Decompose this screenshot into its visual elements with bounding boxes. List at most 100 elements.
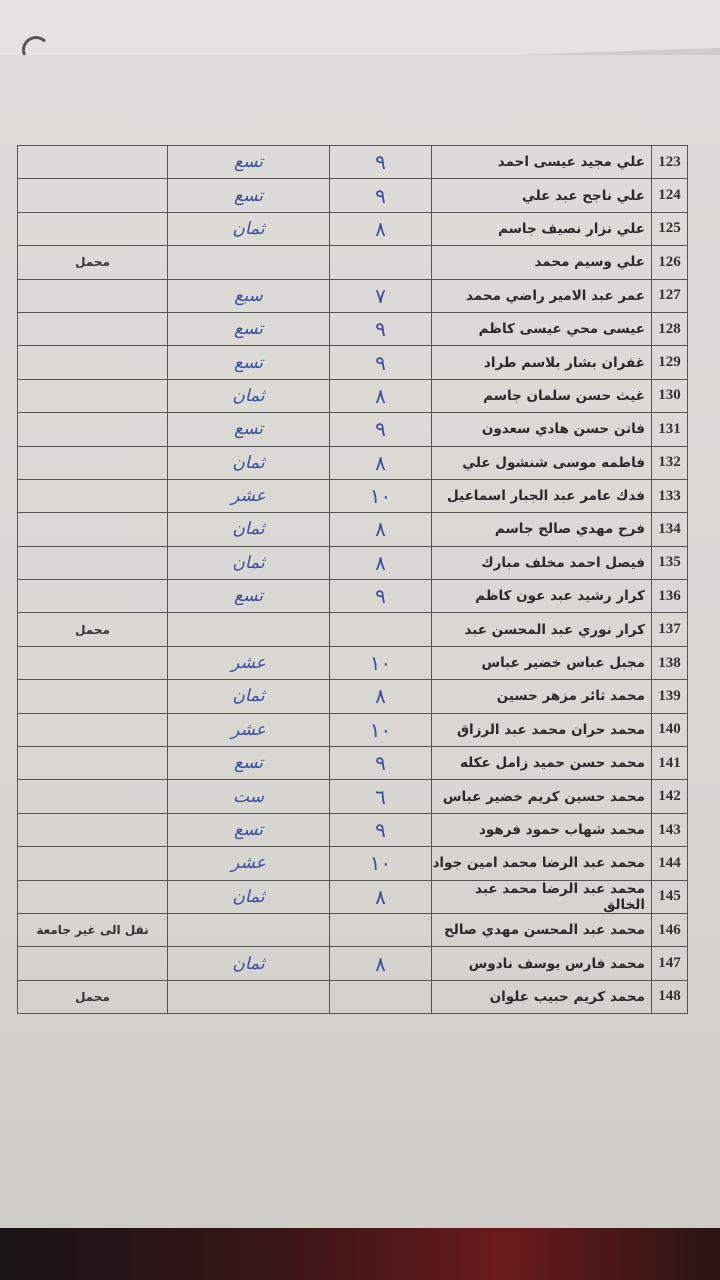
row-number: 147 — [651, 946, 688, 981]
grade-word: تسع — [167, 812, 330, 848]
table-row: 127 عمر عبد الامير راضي محمد ٧ سبع — [17, 278, 688, 313]
note: محمل — [17, 979, 168, 1015]
row-number: 139 — [651, 679, 688, 714]
row-number: 132 — [651, 445, 688, 480]
grade-word: تسع — [167, 345, 330, 380]
grade-digit: ٩ — [329, 579, 432, 614]
grade-digit — [329, 979, 432, 1015]
background-fabric — [0, 1228, 720, 1280]
row-number: 142 — [651, 779, 688, 814]
grade-digit: ٩ — [329, 412, 432, 447]
student-name: محمد عبد المحسن مهدي صالح — [431, 912, 652, 948]
table-row: 126 علي وسيم محمد محمل — [17, 245, 688, 280]
row-number: 124 — [651, 178, 688, 213]
note: نقل الى غير جامعة — [17, 912, 168, 948]
table-row: 136 كرار رشيد عبد عون كاظم ٩ تسع — [17, 579, 688, 614]
grade-word: تسع — [167, 746, 330, 781]
grade-word: تسع — [167, 144, 330, 180]
grade-digit: ٨ — [329, 512, 432, 547]
row-number: 129 — [651, 345, 688, 380]
grade-digit: ٩ — [329, 178, 432, 213]
table-row: 142 محمد حسين كريم خضير عباس ٦ ست — [17, 779, 688, 814]
student-name: محمد حران محمد عبد الرزاق — [431, 712, 652, 748]
row-number: 137 — [651, 612, 688, 647]
table-row: 141 محمد حسن حميد زامل عكله ٩ تسع — [17, 746, 688, 781]
table-row: 124 علي ناجح عبد علي ٩ تسع — [17, 178, 688, 213]
grade-word: ثمان — [167, 545, 330, 581]
note — [17, 178, 168, 213]
table-row: 147 محمد فارس يوسف نادوس ٨ ثمان — [17, 946, 688, 981]
grade-word: عشر — [167, 645, 330, 681]
student-name: كرار رشيد عبد عون كاظم — [431, 579, 652, 614]
grade-digit: ٩ — [329, 144, 432, 180]
student-name: محمد عبد الرضا محمد امين جواد — [431, 846, 652, 881]
table-row: 144 محمد عبد الرضا محمد امين جواد ١٠ عشر — [17, 846, 688, 881]
note — [17, 445, 168, 480]
row-number: 144 — [651, 846, 688, 881]
note: محمل — [17, 245, 168, 280]
student-name: محمد عبد الرضا محمد عبد الخالق — [431, 879, 652, 914]
grade-digit: ٨ — [329, 879, 432, 914]
note — [17, 278, 168, 313]
grade-digit: ٨ — [329, 946, 432, 981]
row-number: 128 — [651, 311, 688, 347]
note — [17, 812, 168, 848]
row-number: 146 — [651, 912, 688, 948]
grade-word: تسع — [167, 579, 330, 614]
note — [17, 579, 168, 614]
grade-word: سبع — [167, 278, 330, 313]
grade-digit: ٩ — [329, 345, 432, 380]
grade-word — [167, 979, 330, 1015]
row-number: 127 — [651, 278, 688, 313]
student-name: غيث حسن سلمان جاسم — [431, 378, 652, 414]
student-name: فرح مهدي صالح جاسم — [431, 512, 652, 547]
grade-digit: ٩ — [329, 812, 432, 848]
grade-word: ثمان — [167, 512, 330, 547]
row-number: 135 — [651, 545, 688, 581]
table-row: 125 علي نزار نصيف جاسم ٨ ثمان — [17, 211, 688, 247]
grade-word: ثمان — [167, 445, 330, 480]
grade-digit — [329, 912, 432, 948]
note — [17, 679, 168, 714]
grade-digit — [329, 612, 432, 647]
grade-word: عشر — [167, 846, 330, 881]
grade-word: ثمان — [167, 378, 330, 414]
grade-word: ثمان — [167, 946, 330, 981]
row-number: 145 — [651, 879, 688, 914]
grade-word — [167, 612, 330, 647]
student-name: علي نزار نصيف جاسم — [431, 211, 652, 247]
table-row: 129 غفران بشار بلاسم طراد ٩ تسع — [17, 345, 688, 380]
row-number: 136 — [651, 579, 688, 614]
student-name: علي مجيد عيسى احمد — [431, 144, 652, 180]
grade-word: تسع — [167, 412, 330, 447]
note — [17, 211, 168, 247]
student-name: محمد كريم حبيب علوان — [431, 979, 652, 1015]
student-name: محمد شهاب حمود فرهود — [431, 812, 652, 848]
grade-digit: ٨ — [329, 378, 432, 414]
row-number: 133 — [651, 478, 688, 514]
grade-digit: ٧ — [329, 278, 432, 313]
row-number: 138 — [651, 645, 688, 681]
student-name: محمد ثائر مزهر حسين — [431, 679, 652, 714]
table-row: 132 فاطمه موسى شنشول علي ٨ ثمان — [17, 445, 688, 480]
grade-word — [167, 912, 330, 948]
grades-table: 123 علي مجيد عيسى احمد ٩ تسع 124 علي ناجح عبد… — [17, 144, 688, 1015]
note: محمل — [17, 612, 168, 647]
student-name: فدك عامر عبد الجبار اسماعيل — [431, 478, 652, 514]
note — [17, 746, 168, 781]
row-number: 131 — [651, 412, 688, 447]
grade-word: ست — [167, 779, 330, 814]
grade-word: عشر — [167, 478, 330, 514]
row-number: 125 — [651, 211, 688, 247]
table-row: 148 محمد كريم حبيب علوان محمل — [17, 979, 688, 1015]
student-name: محمد حسن حميد زامل عكله — [431, 746, 652, 781]
student-name: مجبل عباس خضير عباس — [431, 645, 652, 681]
grade-digit: ٩ — [329, 311, 432, 347]
grade-word: تسع — [167, 311, 330, 347]
grade-word: تسع — [167, 178, 330, 213]
note — [17, 311, 168, 347]
note — [17, 946, 168, 981]
grade-digit: ٨ — [329, 445, 432, 480]
grade-word: عشر — [167, 712, 330, 748]
table-row: 134 فرح مهدي صالح جاسم ٨ ثمان — [17, 512, 688, 547]
